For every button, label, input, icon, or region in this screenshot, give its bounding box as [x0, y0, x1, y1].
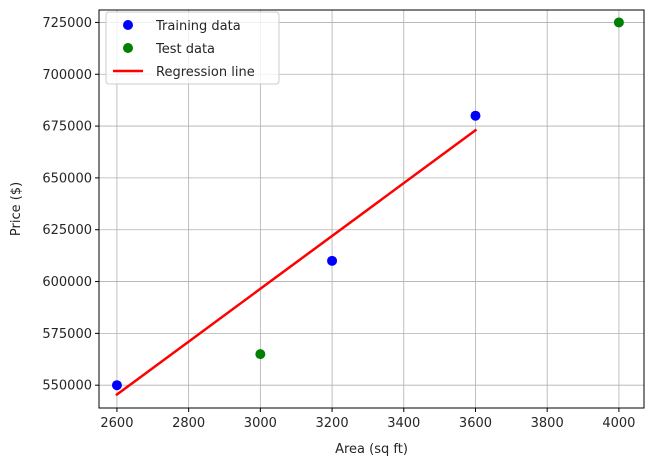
test-data-point	[255, 349, 266, 360]
plot-frame	[98, 9, 645, 409]
y-axis-label: Price ($)	[9, 182, 24, 236]
legend-label-test-data: Test data	[155, 42, 215, 57]
y-tick-label: 675000	[42, 120, 92, 135]
legend: Training data Test data Regression line	[105, 11, 280, 85]
x-tick-label: 4000	[602, 416, 635, 431]
y-tick-label: 575000	[42, 327, 92, 342]
legend-label-training-data: Training data	[155, 19, 241, 34]
legend-marker-training-data	[123, 20, 133, 30]
training-data-point	[111, 380, 122, 391]
x-tick-label: 2600	[100, 416, 133, 431]
x-tick-label: 3400	[387, 416, 420, 431]
plot-layer	[111, 17, 624, 397]
legend-label-regression-line: Regression line	[156, 65, 255, 80]
x-tick-label: 2800	[172, 416, 205, 431]
y-tick-label: 650000	[42, 171, 92, 186]
x-tick-label: 3800	[531, 416, 564, 431]
y-tick-label: 700000	[42, 68, 92, 83]
y-tick-label: 600000	[42, 275, 92, 290]
x-axis-label: Area (sq ft)	[335, 442, 408, 456]
test-data-point	[613, 17, 624, 28]
training-data-point	[327, 255, 338, 266]
x-tick-label: 3600	[459, 416, 492, 431]
legend-box	[105, 11, 280, 85]
y-tick-label: 725000	[42, 16, 92, 31]
x-tick-label: 3000	[244, 416, 277, 431]
grid-layer	[99, 10, 644, 408]
regression-line-series	[115, 128, 478, 397]
x-tick-label: 3200	[316, 416, 349, 431]
legend-marker-test-data	[123, 43, 133, 53]
training-data-point	[470, 110, 481, 121]
tick-layer: 2600 2800 3000 3200 3400 3600 3800 4000 550000 57…	[42, 16, 635, 431]
y-tick-label: 550000	[42, 379, 92, 394]
y-tick-label: 625000	[42, 223, 92, 238]
